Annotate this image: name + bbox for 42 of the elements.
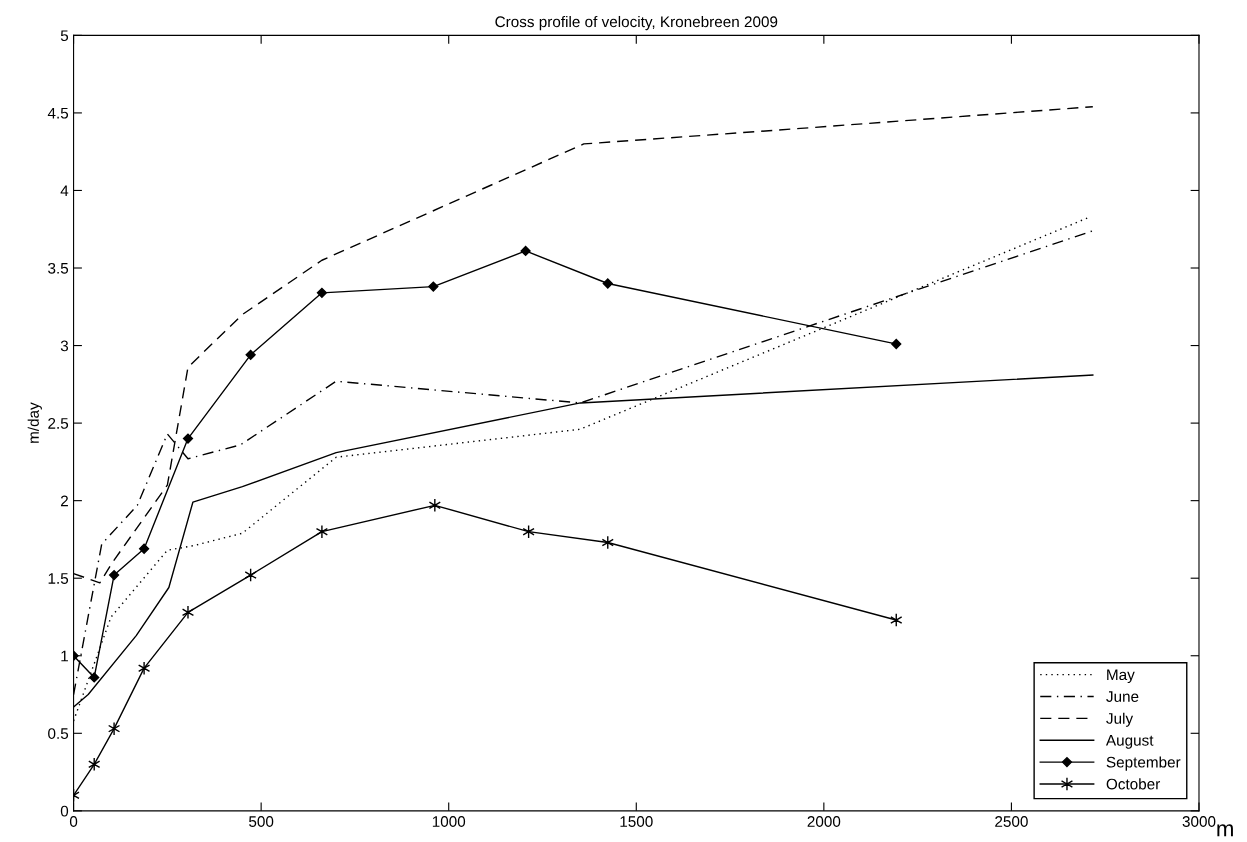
- point: [602, 278, 613, 289]
- point: [520, 245, 531, 257]
- x-tick-label: 2500: [995, 816, 1028, 827]
- x-tick-label: 500: [249, 816, 274, 827]
- legend-label: June: [1106, 691, 1139, 702]
- point: [182, 433, 194, 444]
- y-tick-label: 1.5: [48, 573, 69, 584]
- point: [316, 287, 328, 298]
- point: [428, 498, 441, 513]
- legend-label: September: [1106, 756, 1181, 771]
- y-tick-label: 4: [60, 185, 69, 196]
- point: [108, 569, 120, 581]
- legend-label: August: [1105, 735, 1154, 749]
- x-tick-label: 1000: [432, 816, 466, 827]
- point: [107, 721, 121, 736]
- chart-title: Cross profile of velocity, Kronebreen 2009: [495, 15, 778, 31]
- legend-label: May: [1107, 669, 1135, 684]
- point: [245, 349, 256, 360]
- y-tick-label: 5: [60, 30, 69, 42]
- x-tick-label: 3000: [1182, 816, 1216, 827]
- point: [891, 338, 902, 350]
- y-tick-label: 3: [60, 340, 69, 352]
- y-tick-label: 2.5: [48, 417, 69, 429]
- y-axis-title: m/day: [27, 402, 42, 443]
- x-tick-label: 1500: [620, 816, 653, 827]
- point: [315, 524, 329, 539]
- point: [138, 543, 150, 554]
- y-tick-label: 3.5: [48, 262, 69, 274]
- x-tick-label: 2000: [807, 816, 841, 827]
- point: [428, 281, 439, 292]
- x-tick-label: 0: [69, 816, 78, 827]
- x-axis-title: m: [1217, 824, 1233, 837]
- legend-label: July: [1106, 712, 1134, 727]
- y-tick-label: 2: [60, 495, 68, 507]
- y-tick-label: 1: [61, 650, 68, 662]
- point: [89, 672, 100, 683]
- y-tick-label: 4.5: [47, 107, 69, 119]
- y-tick-label: 0.5: [48, 728, 69, 739]
- y-tick-label: 0: [60, 805, 69, 817]
- legend-label: October: [1106, 778, 1161, 790]
- point: [137, 661, 151, 676]
- point: [181, 605, 195, 620]
